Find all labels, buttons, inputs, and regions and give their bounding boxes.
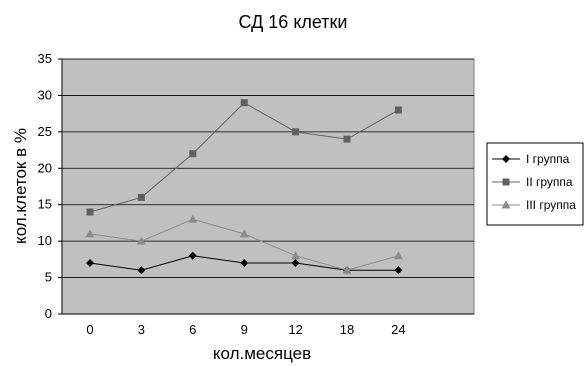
y-tick-label: 30	[38, 87, 52, 102]
y-tick-label: 15	[38, 197, 52, 212]
data-point	[394, 106, 402, 114]
series-group	[85, 99, 403, 275]
y-tick-label: 20	[38, 160, 52, 175]
series-2	[86, 99, 402, 216]
data-point	[85, 229, 95, 238]
y-tick-label: 35	[38, 51, 52, 66]
x-tick-label: 6	[189, 322, 196, 337]
chart-title: СД 16 клетки	[239, 12, 348, 32]
data-point	[86, 259, 94, 267]
legend-marker	[502, 155, 510, 163]
gridlines	[62, 58, 474, 278]
x-tick-label: 0	[86, 322, 93, 337]
y-tick-label: 0	[45, 306, 52, 321]
legend-label: II группа	[526, 175, 573, 189]
x-axis-label: кол.месяцев	[213, 344, 311, 363]
data-point	[188, 214, 198, 223]
y-tick-label: 10	[38, 233, 52, 248]
data-point	[86, 208, 94, 216]
data-point	[188, 251, 197, 260]
axes	[61, 59, 474, 315]
data-point	[394, 266, 403, 275]
legend-item: I группа	[492, 152, 570, 166]
plot-area	[61, 58, 475, 315]
data-point	[291, 251, 301, 260]
legend-marker	[501, 200, 511, 209]
data-point	[136, 236, 146, 245]
x-axis-ticks: 0 3 6 9 12 18 24	[86, 322, 405, 337]
x-tick-label: 12	[288, 322, 302, 337]
data-point	[291, 259, 300, 267]
legend-marker	[502, 178, 510, 186]
x-tick-label: 3	[138, 322, 145, 337]
legend-label: III группа	[526, 198, 576, 212]
y-axis-ticks: 0 5 10 15 20 25 30 35	[38, 51, 62, 321]
y-tick-label: 25	[38, 124, 52, 139]
legend-item: III группа	[492, 198, 576, 212]
data-point	[342, 265, 352, 274]
data-point	[292, 128, 300, 136]
series-3	[85, 214, 403, 274]
legend-label: I группа	[526, 152, 570, 166]
data-point	[239, 229, 249, 238]
x-tick-label: 24	[391, 322, 405, 337]
x-tick-label: 9	[241, 322, 248, 337]
x-tick-label: 18	[340, 322, 354, 337]
data-point	[343, 135, 351, 143]
y-axis-label: кол.клеток в %	[11, 128, 30, 244]
data-point	[137, 266, 146, 275]
data-point	[393, 251, 403, 260]
data-point	[137, 193, 145, 201]
data-point	[189, 150, 197, 158]
data-point	[240, 99, 248, 107]
data-point	[240, 259, 249, 267]
legend: I группа II группа III группа	[486, 142, 584, 226]
legend-item: II группа	[492, 175, 573, 189]
y-tick-label: 5	[45, 270, 52, 285]
